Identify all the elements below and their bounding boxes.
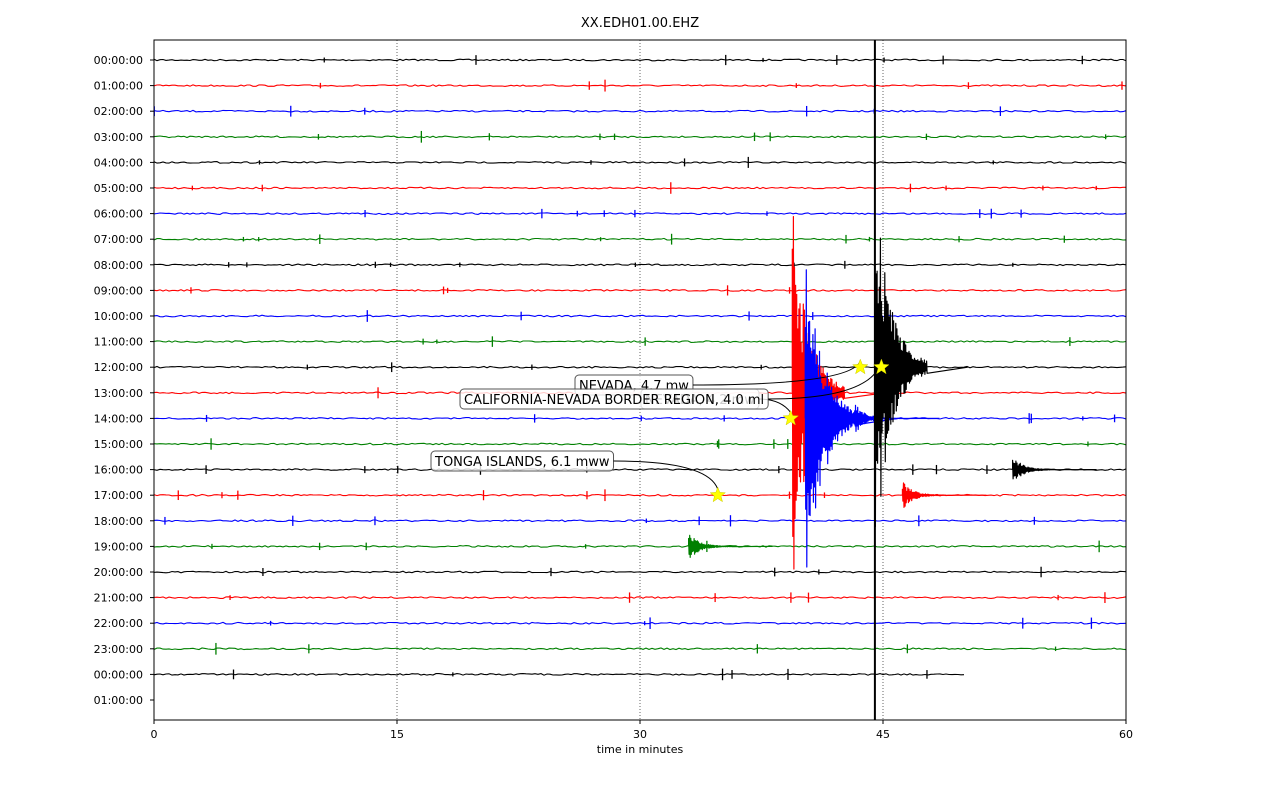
trace-line	[153, 468, 1127, 471]
trace-line	[153, 237, 1127, 241]
x-tick-label: 15	[390, 728, 404, 741]
event-annotations: NEVADA, 4.7 mwNEVADA, 4.2 mwCALIFORNIA-N…	[430, 358, 890, 503]
trace-line	[153, 519, 1127, 523]
y-tick-label: 19:00:00	[94, 540, 143, 553]
y-tick-label: 08:00:00	[94, 259, 143, 272]
x-tick-label: 0	[151, 728, 158, 741]
event-star-icon	[852, 358, 869, 375]
y-tick-label: 04:00:00	[94, 156, 143, 169]
event-label: TONGA ISLANDS, 6.1 mww	[434, 455, 610, 470]
y-tick-label: 00:00:00	[94, 54, 143, 67]
y-axis: 00:00:00 01:00:00 02:00:00 03:00:00 04:00:00…	[94, 54, 154, 707]
signal-burst	[874, 207, 968, 528]
trace-line	[153, 58, 1127, 62]
trace-line	[153, 263, 1127, 267]
y-tick-label: 01:00:00	[94, 80, 143, 93]
event-connector	[692, 360, 861, 386]
x-axis-label: time in minutes	[597, 743, 684, 756]
event-annotation: CALIFORNIA-NEVADA BORDER REGION, 4.0 ml	[459, 358, 890, 410]
y-tick-label: 05:00:00	[94, 182, 143, 195]
y-tick-label: 10:00:00	[94, 310, 143, 323]
y-tick-label: 09:00:00	[94, 284, 143, 297]
x-tick-label: 30	[633, 728, 647, 741]
y-tick-label: 15:00:00	[94, 438, 143, 451]
y-tick-label: 22:00:00	[94, 617, 143, 630]
y-tick-label: 12:00:00	[94, 361, 143, 374]
signal-burst	[688, 534, 773, 558]
event-star-icon	[782, 409, 799, 426]
signal-bursts	[688, 207, 1097, 570]
y-tick-label: 16:00:00	[94, 464, 143, 477]
y-tick-label: 14:00:00	[94, 412, 143, 425]
trace-line	[153, 186, 1126, 190]
traces	[153, 54, 1127, 681]
trace-line	[153, 288, 1127, 292]
trace-line	[153, 672, 965, 676]
y-tick-label: 17:00:00	[94, 489, 143, 502]
trace-line	[153, 314, 1127, 318]
trace-line	[153, 84, 1127, 88]
x-tick-label: 45	[876, 728, 890, 741]
signal-burst	[854, 404, 940, 432]
event-star-icon	[709, 486, 727, 503]
trace-line	[153, 135, 1127, 139]
trace-line	[153, 417, 1127, 420]
signal-burst	[901, 482, 987, 508]
trace-line	[153, 545, 1127, 548]
y-tick-label: 06:00:00	[94, 208, 143, 221]
y-tick-label: 21:00:00	[94, 592, 143, 605]
y-tick-label: 20:00:00	[94, 566, 143, 579]
chart-title: XX.EDH01.00.EHZ	[581, 16, 699, 31]
y-tick-label: 02:00:00	[94, 105, 143, 118]
trace-line	[153, 570, 1127, 574]
x-tick-label: 60	[1119, 728, 1133, 741]
trace-line	[153, 621, 1127, 625]
event-connector	[613, 460, 719, 490]
trace-line	[153, 596, 1127, 600]
signal-burst	[804, 269, 899, 568]
y-tick-label: 00:00:00	[94, 668, 143, 681]
y-tick-label: 13:00:00	[94, 387, 143, 400]
trace-line	[153, 340, 1127, 343]
y-tick-label: 11:00:00	[94, 336, 143, 349]
y-tick-label: 18:00:00	[94, 515, 143, 528]
trace-line	[153, 647, 1127, 651]
x-axis: 0 15 30 45 60	[151, 720, 1133, 741]
trace-line	[153, 365, 1127, 369]
trace-line	[153, 442, 1127, 446]
y-tick-label: 07:00:00	[94, 233, 143, 246]
trace-line	[153, 160, 1127, 164]
y-tick-label: 23:00:00	[94, 643, 143, 656]
event-star-icon	[873, 358, 890, 375]
trace-line	[153, 212, 1127, 215]
event-label: CALIFORNIA-NEVADA BORDER REGION, 4.0 ml	[464, 393, 764, 408]
signal-burst	[1012, 459, 1097, 480]
y-tick-label: 03:00:00	[94, 131, 143, 144]
event-annotation: TONGA ISLANDS, 6.1 mww	[430, 450, 727, 503]
y-tick-label: 01:00:00	[94, 694, 143, 707]
trace-line	[153, 109, 1127, 113]
